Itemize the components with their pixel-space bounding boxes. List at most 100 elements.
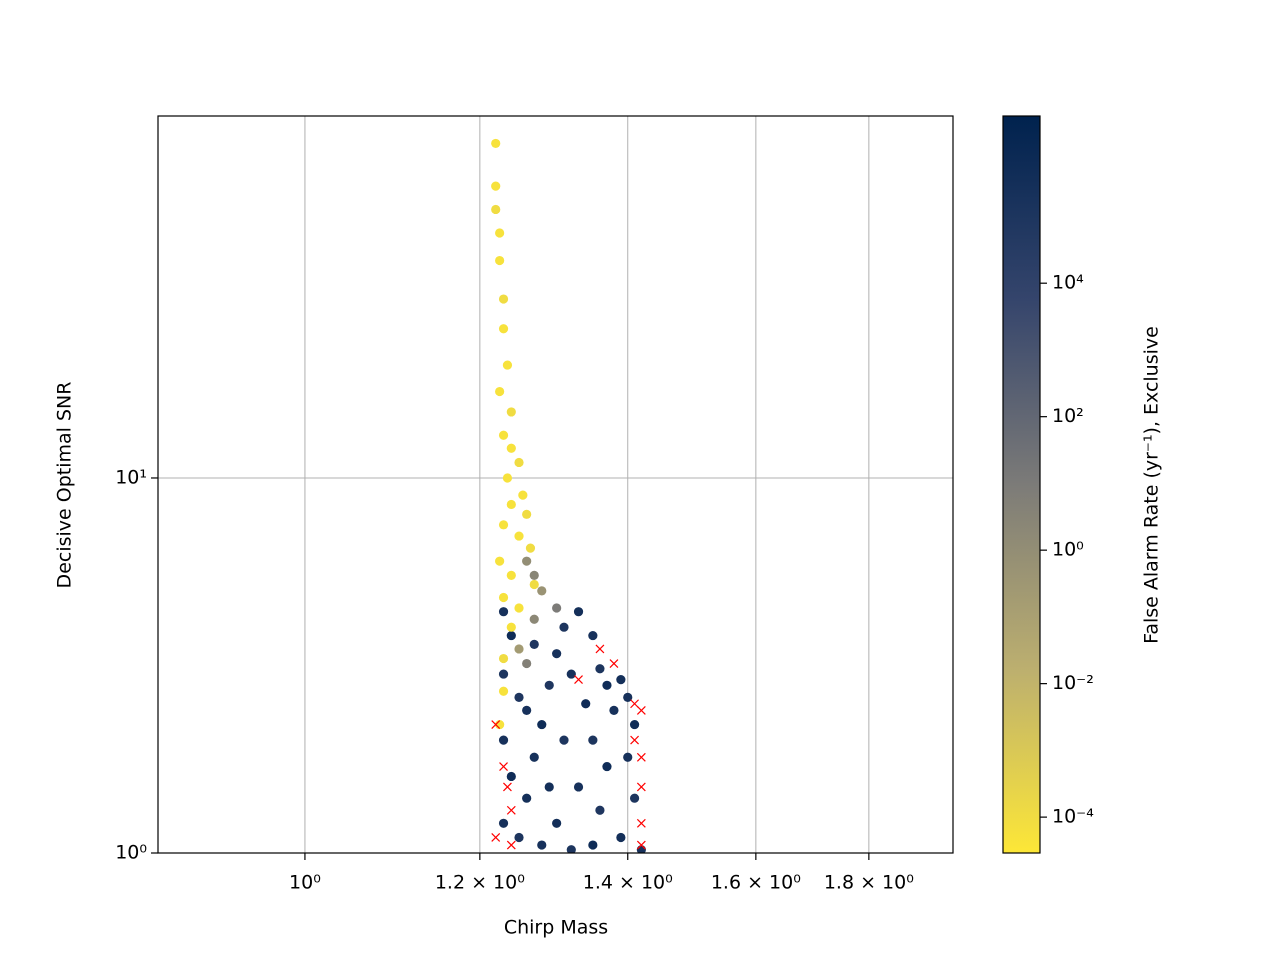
point (518, 490, 528, 500)
point (495, 556, 505, 566)
point (581, 699, 591, 709)
point (544, 680, 554, 690)
marker-stroke (503, 782, 512, 792)
point (602, 761, 612, 772)
point (506, 499, 516, 510)
marker-stroke (609, 659, 619, 668)
colorbar (1002, 115, 1041, 854)
point (588, 735, 598, 745)
point (506, 443, 516, 453)
point (602, 680, 612, 690)
x-tick-label: 1.6 × 10⁰ (711, 872, 801, 894)
missed-marker (491, 833, 501, 842)
point (609, 705, 619, 716)
point (514, 832, 524, 843)
missed-marker (595, 644, 605, 654)
missed-marker (630, 699, 639, 709)
missed-marker (506, 840, 516, 850)
point (506, 771, 516, 782)
point (559, 735, 569, 745)
point (498, 686, 509, 696)
point (629, 793, 640, 803)
point (498, 520, 509, 530)
x-axis-label: Chirp Mass (504, 917, 608, 939)
point (506, 407, 516, 417)
marker-stroke (630, 735, 639, 745)
point (498, 653, 509, 664)
point (495, 255, 505, 266)
marker-stroke (636, 818, 646, 828)
point (522, 556, 532, 566)
point (522, 509, 532, 519)
missed-marker (491, 720, 501, 730)
point (566, 669, 576, 679)
point (616, 674, 626, 685)
marker-stroke (636, 782, 646, 792)
point (498, 669, 509, 679)
missed-marker (609, 659, 619, 668)
point (623, 752, 633, 762)
point (514, 603, 524, 613)
point (522, 705, 532, 716)
marker-stroke (595, 644, 605, 654)
point (514, 692, 524, 702)
point (491, 204, 501, 215)
point (498, 294, 509, 304)
marker-stroke (636, 840, 646, 850)
point (537, 840, 547, 850)
point (595, 805, 605, 815)
marker-stroke (630, 699, 639, 709)
point (537, 719, 547, 730)
missed-marker (636, 782, 646, 792)
marker-stroke (574, 675, 583, 685)
point (529, 570, 539, 580)
point (502, 473, 513, 483)
missed-marker (506, 805, 516, 815)
point (495, 386, 505, 397)
point (573, 782, 584, 792)
point (537, 586, 547, 596)
point (514, 531, 524, 541)
point (588, 630, 598, 641)
point (552, 649, 562, 659)
missed-marker (499, 762, 508, 772)
point (595, 664, 605, 674)
marker-stroke (636, 705, 646, 715)
marker-stroke (491, 833, 501, 842)
marker-stroke (636, 752, 646, 762)
point (529, 752, 539, 762)
point (616, 832, 626, 843)
point (514, 644, 524, 654)
plot-frame (157, 115, 954, 854)
y-tick-label: 10¹ (115, 466, 147, 488)
point (566, 845, 576, 853)
colorbar-tick-label: 10⁴ (1052, 272, 1084, 294)
point (588, 840, 598, 850)
point (495, 228, 505, 238)
point (498, 735, 509, 745)
point (552, 603, 562, 613)
missed-marker (636, 705, 646, 715)
missed-marker (636, 752, 646, 762)
points (491, 138, 646, 853)
point (498, 324, 509, 334)
colorbar-tick-label: 10⁰ (1052, 539, 1084, 561)
point (498, 430, 509, 440)
y-axis-label: Decisive Optimal SNR (54, 382, 76, 589)
point (529, 614, 539, 624)
point (529, 639, 539, 649)
colorbar-tick-label: 10⁻² (1052, 672, 1094, 694)
marker-stroke (506, 805, 516, 815)
point (573, 607, 584, 617)
point (522, 793, 532, 803)
missed-marker (636, 840, 646, 850)
point (544, 782, 554, 792)
colorbar-axis: 10⁻⁴ 10⁻² 10⁰ 10² 10⁴ (1040, 272, 1094, 828)
point (522, 658, 532, 669)
colorbar-label: False Alarm Rate (yr⁻¹), Exclusive (1141, 326, 1163, 644)
marker-stroke (499, 762, 508, 772)
marker-stroke (506, 840, 516, 850)
